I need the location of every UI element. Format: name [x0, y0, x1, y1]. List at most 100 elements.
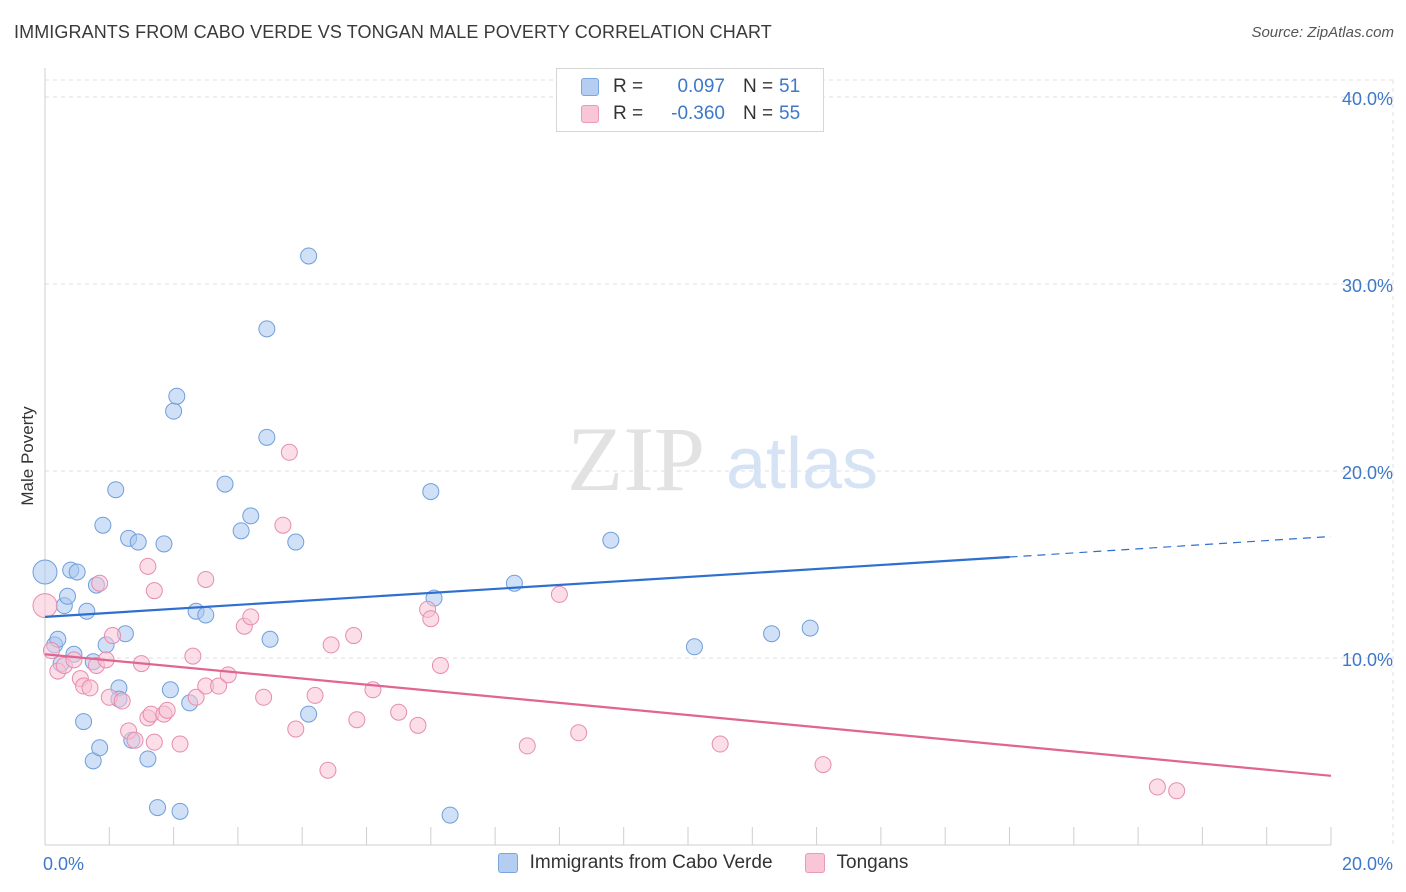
tongan-point[interactable] — [65, 651, 83, 669]
tongan-point[interactable] — [345, 627, 363, 645]
tongan-point[interactable] — [348, 711, 366, 729]
legend-r-value: -0.360 — [671, 103, 725, 124]
tongan-point[interactable] — [184, 647, 202, 665]
series-legend: Immigrants from Cabo Verde Tongans — [0, 852, 1406, 874]
legend-n-label: N = — [743, 76, 774, 97]
cabo-verde-point[interactable] — [763, 625, 781, 643]
tongan-point[interactable] — [814, 756, 832, 774]
cabo-verde-point[interactable] — [197, 606, 215, 624]
tongan-point[interactable] — [409, 716, 427, 734]
tongan-point[interactable] — [171, 735, 189, 753]
cabo-verde-point[interactable] — [258, 428, 276, 446]
cabo-verde-point[interactable] — [155, 535, 173, 553]
tongan-point[interactable] — [1148, 778, 1166, 796]
tongan-point[interactable] — [287, 720, 305, 738]
legend-swatch-cabo-verde — [581, 78, 599, 96]
tongan-point[interactable] — [197, 570, 215, 588]
legend-item-tongans[interactable]: Tongans — [804, 852, 909, 874]
legend-r-label: R = — [613, 103, 644, 124]
cabo-verde-point[interactable] — [107, 481, 125, 499]
legend-n-value: 51 — [779, 76, 801, 97]
y-tick-label: 10.0% — [1342, 650, 1393, 670]
tongan-point[interactable] — [570, 724, 588, 742]
cabo-verde-point[interactable] — [232, 522, 250, 540]
legend-label-cabo-verde: Immigrants from Cabo Verde — [529, 852, 773, 873]
cabo-verde-point[interactable] — [422, 483, 440, 501]
tongan-trend-line — [44, 653, 1332, 777]
cabo-verde-point[interactable] — [161, 681, 179, 699]
tongan-point[interactable] — [145, 733, 163, 751]
cabo-verde-point[interactable] — [801, 619, 819, 637]
tongan-point[interactable] — [210, 677, 228, 695]
cabo-verde-point[interactable] — [685, 638, 703, 656]
cabo-verde-point[interactable] — [165, 402, 183, 420]
tongan-point[interactable] — [158, 701, 176, 719]
tick-labels: 10.0% 20.0% 30.0% 40.0% 0.0% 20.0% — [43, 89, 1393, 874]
x-tick-label: 20.0% — [1342, 854, 1393, 874]
cabo-verde-point[interactable] — [287, 533, 305, 551]
legend-r-value: 0.097 — [677, 76, 725, 97]
cabo-verde-point[interactable] — [171, 802, 189, 820]
legend-row-tongans: R = -0.360 N = 55 — [581, 101, 800, 127]
cabo-verde-point[interactable] — [75, 713, 93, 731]
tongan-point[interactable] — [113, 692, 131, 710]
tongan-point[interactable] — [518, 737, 536, 755]
tongan-point[interactable] — [126, 731, 144, 749]
cabo-verde-point[interactable] — [216, 475, 234, 493]
tongan-point[interactable] — [711, 735, 729, 753]
cabo-verde-point[interactable] — [242, 507, 260, 525]
legend-r-label: R = — [613, 76, 644, 97]
tongan-point[interactable] — [145, 582, 163, 600]
cabo-verde-point[interactable] — [129, 533, 147, 551]
cabo-verde-point[interactable] — [300, 705, 318, 723]
cabo-verde-point[interactable] — [91, 739, 109, 757]
tongan-point[interactable] — [219, 666, 237, 684]
legend-n-value: 55 — [779, 103, 801, 124]
y-axis-label: Male Poverty — [18, 406, 37, 506]
tongan-point[interactable] — [187, 688, 205, 706]
cabo-verde-point[interactable] — [300, 247, 318, 265]
tongan-point[interactable] — [319, 761, 337, 779]
cabo-verde-point[interactable] — [149, 799, 167, 817]
tongan-point[interactable] — [274, 516, 292, 534]
legend-label-tongans: Tongans — [836, 852, 909, 873]
tongan-point[interactable] — [104, 627, 122, 645]
chart-title: IMMIGRANTS FROM CABO VERDE VS TONGAN MAL… — [14, 22, 772, 42]
cabo-verde-point[interactable] — [32, 559, 58, 585]
tongan-point[interactable] — [422, 610, 440, 628]
cabo-verde-point[interactable] — [94, 516, 112, 534]
legend-row-cabo-verde: R = 0.097 N = 51 — [581, 74, 800, 100]
cabo-verde-point[interactable] — [258, 320, 276, 338]
tongan-point[interactable] — [255, 688, 273, 706]
tongan-point[interactable] — [280, 443, 298, 461]
tongan-point[interactable] — [322, 636, 340, 654]
tongan-point[interactable] — [431, 656, 449, 674]
tongan-point[interactable] — [81, 679, 99, 697]
cabo-verde-point[interactable] — [602, 531, 620, 549]
legend-swatch-tongans — [581, 105, 599, 123]
cabo-verde-point[interactable] — [441, 806, 459, 824]
cabo-verde-point[interactable] — [59, 587, 77, 605]
watermark-atlas: atlas — [726, 424, 878, 504]
x-tick-label: 0.0% — [43, 854, 84, 874]
cabo-verde-point[interactable] — [78, 602, 96, 620]
y-tick-label: 30.0% — [1342, 276, 1393, 296]
tongan-point[interactable] — [139, 557, 157, 575]
tongan-point[interactable] — [306, 686, 324, 704]
legend-swatch-cabo-verde — [497, 853, 518, 873]
cabo-verde-point[interactable] — [168, 387, 186, 405]
cabo-verde-trend-extension — [1009, 535, 1332, 558]
cabo-verde-point[interactable] — [68, 563, 86, 581]
watermark-zip: ZIP — [567, 408, 705, 510]
cabo-verde-point[interactable] — [261, 630, 279, 648]
tongan-point[interactable] — [550, 585, 568, 603]
zipatlas-watermark: ZIP atlas — [567, 408, 878, 510]
tongan-point[interactable] — [390, 703, 408, 721]
tongan-point[interactable] — [91, 574, 109, 592]
tongan-point[interactable] — [1168, 782, 1186, 800]
legend-n-label: N = — [743, 103, 774, 124]
cabo-verde-point[interactable] — [139, 750, 157, 768]
tongan-point[interactable] — [242, 608, 260, 626]
tongan-point[interactable] — [32, 593, 58, 619]
legend-item-cabo-verde[interactable]: Immigrants from Cabo Verde — [497, 852, 773, 874]
